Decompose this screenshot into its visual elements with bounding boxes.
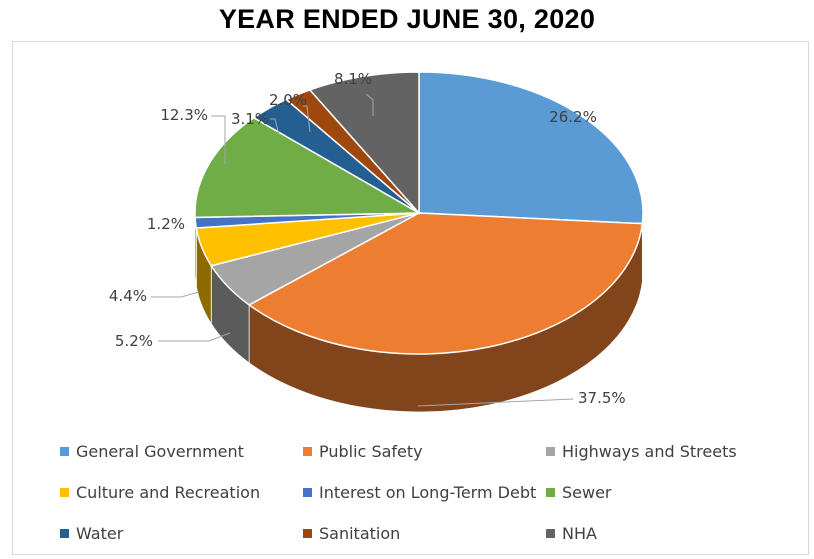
legend-item-water: Water (60, 524, 123, 543)
legend-item-sewer: Sewer (546, 483, 612, 502)
legend-swatch (303, 529, 312, 538)
legend-item-interest-on-long-term-debt: Interest on Long-Term Debt (303, 483, 536, 502)
leader-line-public-safety (417, 398, 574, 407)
legend-label: Sewer (562, 483, 612, 502)
leader-line-water (270, 118, 280, 136)
legend-label: NHA (562, 524, 597, 543)
leader-line-highways-and-streets (158, 332, 231, 342)
data-label-interest-on-long-term-debt: 1.2% (147, 215, 185, 233)
legend-item-highways-and-streets: Highways and Streets (546, 442, 737, 461)
leader-line-culture-and-recreation (151, 291, 200, 298)
legend-swatch (546, 447, 555, 456)
legend-label: Interest on Long-Term Debt (319, 483, 537, 502)
legend-swatch (546, 488, 555, 497)
leader-line-nha (365, 93, 374, 116)
legend-item-culture-and-recreation: Culture and Recreation (60, 483, 260, 502)
legend-item-sanitation: Sanitation (303, 524, 400, 543)
legend-label: Culture and Recreation (76, 483, 261, 502)
pie-chart: 26.2% 37.5% 5.2% 4.4% 1.2% 12.3% 3.1%2.0% 8.1% (109, 70, 644, 413)
chart-area: 26.2% 37.5% 5.2% 4.4% 1.2% 12.3% 3.1% 2.0% 8.1% … (12, 41, 809, 555)
pie-slice-nha (308, 71, 420, 215)
legend-item-nha: NHA (546, 524, 597, 543)
data-label-general-government: 26.2% (549, 108, 597, 126)
legend-label: Water (76, 524, 124, 543)
data-label-culture-and-recreation: 4.4% (109, 287, 147, 305)
data-label-public-safety: 37.5% (578, 389, 626, 407)
leader-line-sanitation (303, 105, 311, 133)
legend-item-public-safety: Public Safety (303, 442, 423, 461)
data-label-nha: 8.1% (334, 70, 372, 88)
legend-swatch (303, 488, 312, 497)
pie-slice-sewer (194, 116, 422, 219)
legend-swatch (60, 488, 69, 497)
pie-slice-public-safety (247, 212, 644, 355)
data-label-sanitation: 2.0% (269, 91, 307, 109)
legend-swatch (303, 447, 312, 456)
leader-line-sewer (211, 115, 226, 164)
data-label-sewer: 12.3% (160, 106, 208, 124)
chart-title: YEAR ENDED JUNE 30, 2020 (218, 4, 596, 34)
legend-label: General Government (76, 442, 244, 461)
legend-swatch (60, 447, 69, 456)
data-label-water: 3.1% (231, 110, 269, 128)
legend-label: Public Safety (319, 442, 423, 461)
pie-slice-general-government (418, 71, 644, 225)
legend-label: Sanitation (319, 524, 401, 543)
data-label-highways-and-streets: 5.2% (115, 332, 153, 350)
legend-label: Highways and Streets (562, 442, 737, 461)
legend-swatch (546, 529, 555, 538)
legend-item-general-government: General Government (60, 442, 244, 461)
legend-swatch (60, 529, 69, 538)
